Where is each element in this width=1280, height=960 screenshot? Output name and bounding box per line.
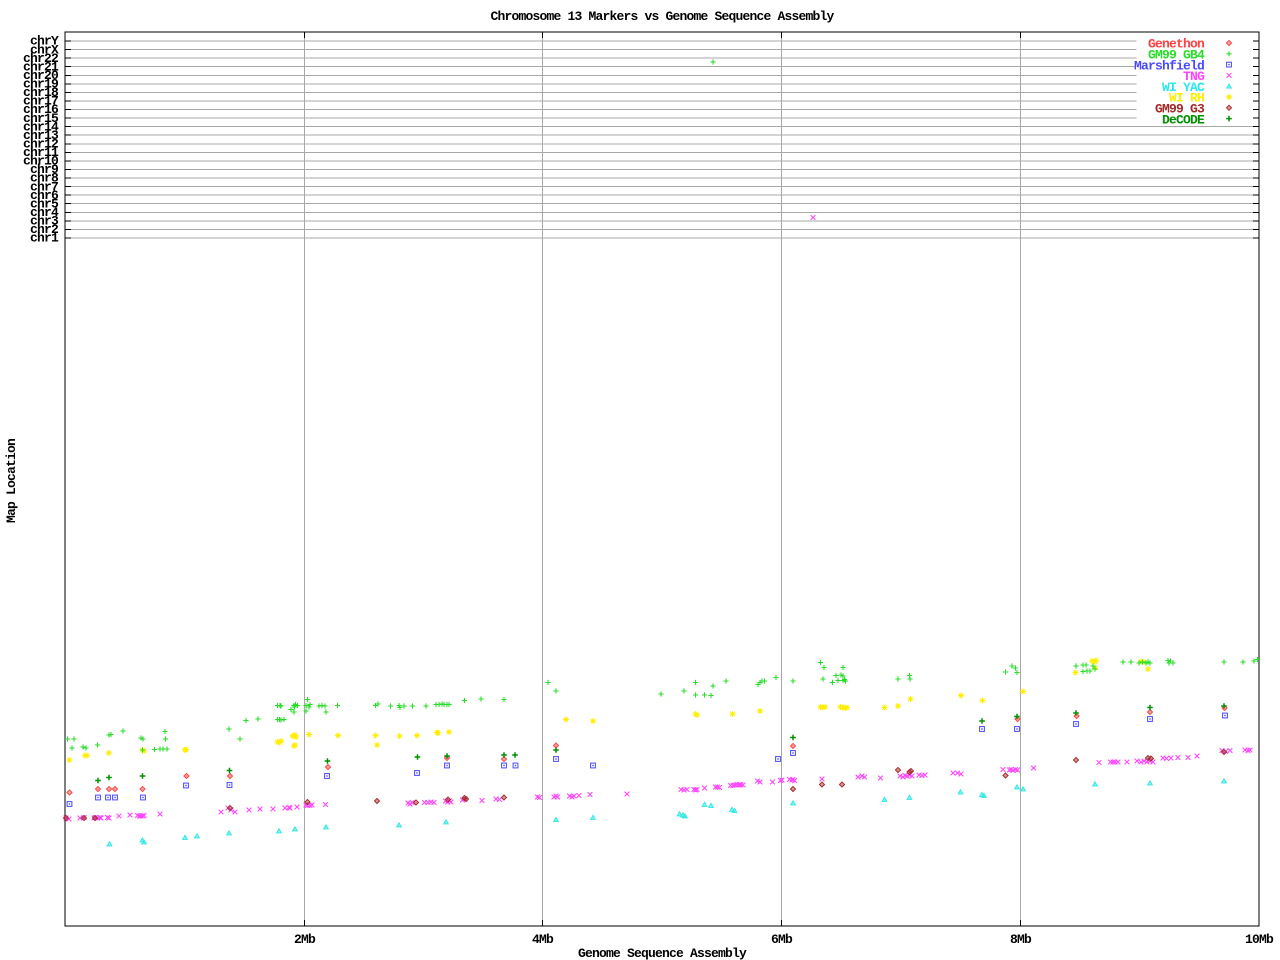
svg-text:chr9: chr9 [30, 162, 59, 177]
svg-text:chr4: chr4 [30, 205, 59, 220]
svg-text:GM99 GB4: GM99 GB4 [1148, 48, 1205, 63]
svg-text:10Mb: 10Mb [1245, 932, 1274, 947]
svg-text:chr2: chr2 [30, 222, 59, 237]
svg-text:TNG: TNG [1183, 69, 1205, 84]
svg-text:chr18: chr18 [23, 85, 59, 100]
svg-text:chr10: chr10 [23, 154, 59, 169]
svg-text:WI YAC: WI YAC [1162, 80, 1205, 95]
svg-text:Chromosome 13 Markers vs Genom: Chromosome 13 Markers vs Genome Sequence… [491, 9, 835, 24]
svg-text:4Mb: 4Mb [532, 932, 554, 947]
svg-text:Marshfield: Marshfield [1134, 58, 1204, 73]
svg-text:chr11: chr11 [23, 145, 59, 160]
svg-text:chr7: chr7 [30, 179, 58, 194]
svg-text:chr21: chr21 [23, 59, 59, 74]
svg-text:chr6: chr6 [30, 188, 59, 203]
svg-text:6Mb: 6Mb [771, 932, 793, 947]
svg-text:Genome Sequence Assembly: Genome Sequence Assembly [578, 946, 747, 960]
svg-text:DeCODE: DeCODE [1162, 112, 1205, 127]
svg-text:chr22: chr22 [23, 51, 59, 66]
svg-text:Map Location: Map Location [4, 438, 19, 523]
svg-text:chr19: chr19 [23, 77, 59, 92]
svg-text:chr3: chr3 [30, 214, 59, 229]
svg-text:chr13: chr13 [23, 128, 59, 143]
svg-text:chr17: chr17 [23, 94, 58, 109]
svg-text:WI RH: WI RH [1169, 91, 1204, 106]
svg-text:2Mb: 2Mb [294, 932, 316, 947]
svg-text:chr16: chr16 [23, 102, 59, 117]
svg-text:chr14: chr14 [23, 119, 59, 134]
svg-text:chr5: chr5 [30, 196, 59, 211]
svg-text:8Mb: 8Mb [1010, 932, 1032, 947]
svg-text:chr20: chr20 [23, 68, 59, 83]
svg-text:GM99 G3: GM99 G3 [1155, 102, 1205, 117]
svg-text:chr15: chr15 [23, 111, 59, 126]
svg-text:Genethon: Genethon [1148, 37, 1205, 52]
svg-text:chr8: chr8 [30, 171, 59, 186]
svg-text:chr12: chr12 [23, 137, 59, 152]
svg-text:chrY: chrY [30, 34, 59, 49]
svg-text:chrX: chrX [30, 42, 59, 57]
svg-text:chr1: chr1 [30, 231, 59, 246]
